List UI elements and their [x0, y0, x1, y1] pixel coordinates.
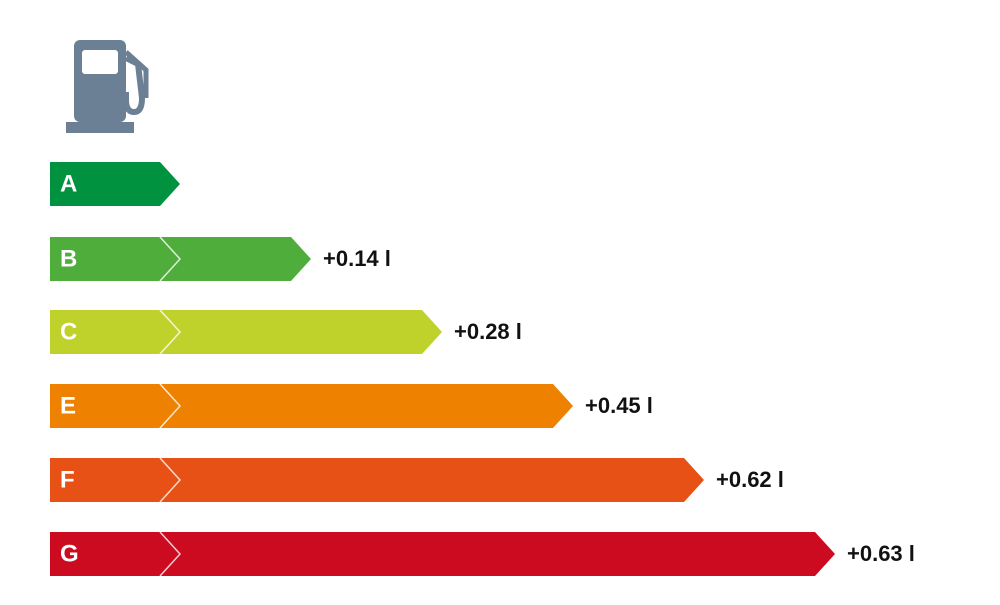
bar-chevron	[159, 383, 182, 429]
grade-extra: +0.63 l	[847, 541, 915, 566]
grade-extra: +0.14 l	[323, 246, 391, 271]
bar-chevron	[159, 457, 182, 503]
grade-bar	[50, 458, 704, 502]
bar-chevron	[159, 531, 182, 577]
grade-letter: G	[60, 540, 79, 567]
grade-letter: B	[60, 245, 77, 272]
grade-extra: +0.28 l	[454, 319, 522, 344]
grade-letter: E	[60, 392, 76, 419]
grade-bar	[50, 162, 180, 206]
grade-bar	[50, 384, 573, 428]
grade-extra: +0.45 l	[585, 393, 653, 418]
fuel-pump-icon	[66, 40, 149, 133]
bar-chevron	[159, 236, 182, 282]
grade-bar	[50, 532, 835, 576]
grade-letter: C	[60, 318, 77, 345]
bar-chevron	[159, 309, 182, 355]
grade-bar	[50, 310, 442, 354]
grade-letter: F	[60, 466, 75, 493]
grade-extra: +0.62 l	[716, 467, 784, 492]
grade-letter: A	[60, 170, 77, 197]
